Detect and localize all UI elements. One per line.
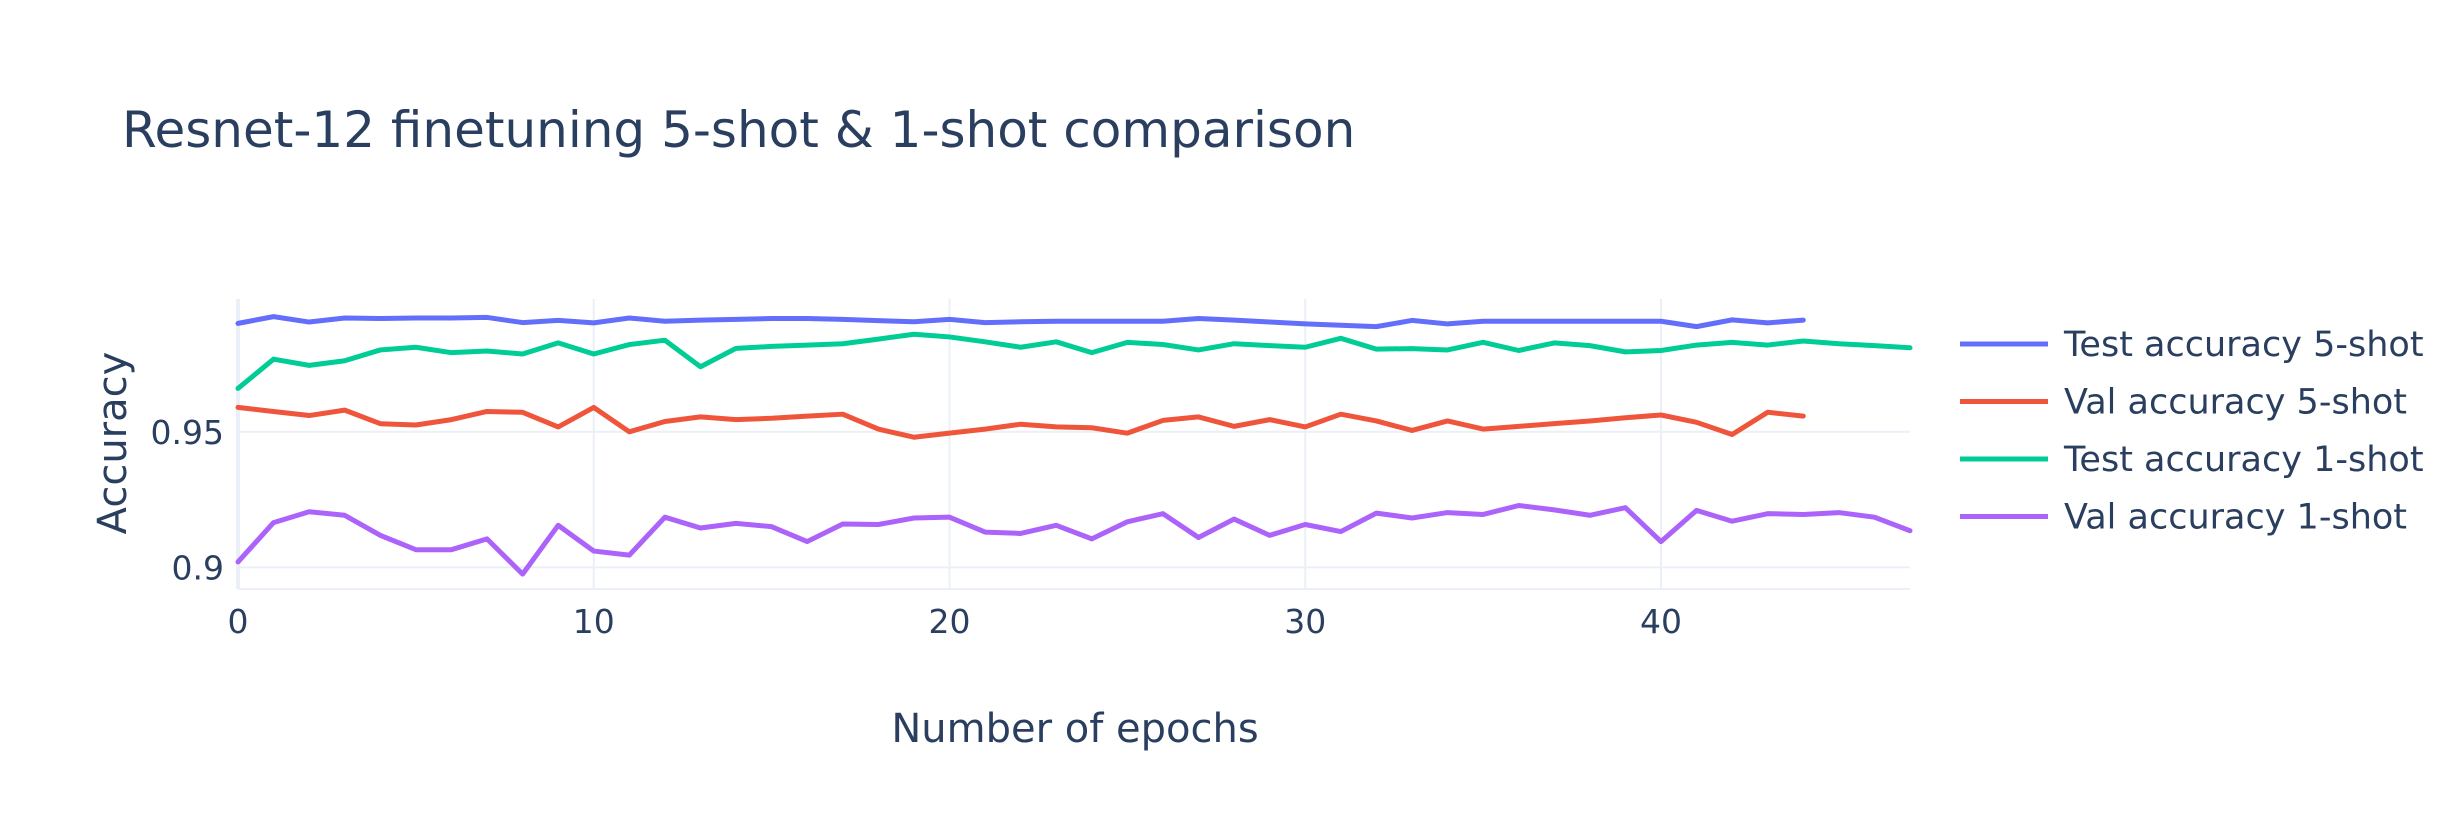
- y-tick-label: 0.9: [172, 548, 224, 587]
- legend-label: Test accuracy 5-shot: [2063, 325, 2424, 365]
- legend-item-val-accuracy-5-shot[interactable]: Val accuracy 5-shot: [1960, 383, 2407, 423]
- x-axis-title: Number of epochs: [891, 706, 1258, 752]
- legend-label: Val accuracy 1-shot: [2064, 498, 2407, 538]
- series-layer: [235, 314, 1913, 577]
- chart-title: Resnet-12 finetuning 5-shot & 1-shot com…: [122, 101, 1355, 159]
- plot-background: [238, 299, 1910, 589]
- y-tick-label: 0.95: [151, 413, 224, 452]
- x-tick-label: 0: [228, 602, 249, 641]
- y-axis-title: Accuracy: [90, 352, 136, 535]
- legend-item-val-accuracy-1-shot[interactable]: Val accuracy 1-shot: [1960, 498, 2407, 538]
- legend: Test accuracy 5-shot Val accuracy 5-shot T…: [1960, 325, 2424, 538]
- series-line-test-accuracy-5-shot: [235, 314, 1806, 330]
- grid: [236, 299, 1910, 590]
- legend-item-test-accuracy-5-shot[interactable]: Test accuracy 5-shot: [1960, 325, 2424, 365]
- x-tick-label: 20: [928, 602, 970, 641]
- series-line-val-accuracy-1-shot: [235, 503, 1913, 577]
- x-axis-ticks: 0 10 20 30 40: [228, 602, 1682, 641]
- x-tick-label: 10: [573, 602, 615, 641]
- legend-label: Val accuracy 5-shot: [2064, 383, 2407, 423]
- series-line-test-accuracy-1-shot: [235, 331, 1913, 391]
- series-line-val-accuracy-5-shot: [235, 404, 1806, 440]
- y-axis-ticks: 0.9 0.95: [151, 413, 224, 588]
- x-tick-label: 30: [1284, 602, 1326, 641]
- plot-area: [235, 299, 1913, 590]
- x-tick-label: 40: [1640, 602, 1682, 641]
- legend-label: Test accuracy 1-shot: [2063, 440, 2424, 480]
- legend-item-test-accuracy-1-shot[interactable]: Test accuracy 1-shot: [1960, 440, 2424, 480]
